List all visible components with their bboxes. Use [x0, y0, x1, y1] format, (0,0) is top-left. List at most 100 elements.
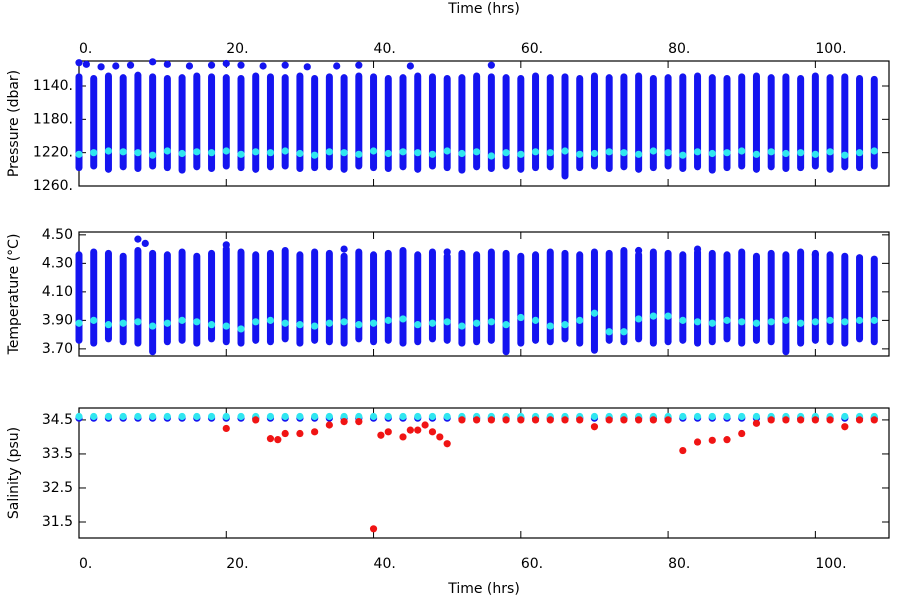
data-point [90, 316, 98, 324]
data-point [296, 149, 304, 158]
data-point [355, 418, 363, 426]
data-point [502, 416, 510, 424]
data-point [855, 316, 864, 324]
data-point [163, 147, 171, 155]
data-point [576, 150, 584, 158]
data-point [576, 416, 584, 424]
data-point [664, 416, 672, 424]
data-point [414, 321, 422, 329]
data-point [163, 60, 171, 68]
data-point [406, 62, 414, 70]
data-point [281, 429, 289, 438]
data-point [414, 426, 422, 434]
data-point [797, 319, 805, 327]
data-point [649, 416, 657, 424]
x-tick-label: 20. [226, 556, 248, 572]
data-point [531, 148, 540, 156]
data-point [870, 147, 878, 155]
data-point [222, 424, 230, 433]
data-point [590, 309, 599, 317]
data-point [149, 58, 157, 66]
data-point [163, 319, 171, 327]
data-point [134, 235, 142, 243]
y-tick-label: 3.70 [42, 341, 73, 357]
data-point [443, 248, 451, 256]
data-point [649, 312, 657, 320]
data-point [134, 149, 142, 157]
data-point [119, 148, 127, 156]
data-point [126, 61, 135, 69]
data-point [311, 428, 319, 436]
y-axis-label: Temperature (°C) [6, 234, 22, 356]
data-point [399, 433, 407, 441]
data-point [75, 319, 83, 327]
data-point [738, 412, 746, 421]
data-point [517, 416, 525, 424]
data-point [119, 319, 127, 327]
data-point [811, 150, 819, 158]
data-point [487, 152, 495, 160]
data-point [149, 322, 157, 330]
data-point [605, 328, 613, 336]
data-point [870, 316, 878, 324]
data-point [222, 241, 230, 249]
x-tick-label: 100. [815, 41, 846, 57]
data-point [90, 149, 98, 157]
x-tick-label: 20. [226, 41, 248, 57]
y-tick-label: 1220. [33, 145, 73, 161]
data-point [281, 147, 289, 155]
data-point [767, 148, 775, 156]
data-point [237, 325, 245, 333]
data-point [222, 147, 230, 155]
data-point [355, 321, 363, 329]
data-point [487, 61, 495, 69]
data-point [237, 61, 245, 69]
data-point [679, 446, 687, 455]
plot-frame [78, 407, 890, 539]
x-tick-label: 60. [521, 556, 543, 572]
data-point [384, 428, 392, 436]
data-point [193, 318, 201, 326]
data-point [75, 150, 83, 158]
data-point [134, 412, 142, 421]
data-point [134, 318, 142, 326]
data-point [752, 412, 761, 421]
data-point [355, 61, 363, 69]
data-point [782, 316, 790, 324]
data-point [207, 149, 216, 157]
data-point [399, 315, 407, 323]
data-point [207, 61, 216, 69]
data-point [826, 416, 834, 424]
data-point [340, 412, 348, 421]
data-point [723, 316, 731, 324]
data-point [207, 412, 216, 421]
data-point [473, 148, 481, 156]
data-point [222, 59, 230, 68]
data-point [723, 436, 731, 444]
data-point [443, 147, 451, 155]
data-point [811, 318, 819, 326]
data-point [841, 318, 849, 326]
data-point [546, 416, 554, 424]
plot-frame [78, 60, 890, 187]
data-point [605, 416, 613, 424]
data-point [502, 149, 510, 157]
data-point [369, 525, 378, 533]
y-tick-label: 4.50 [42, 227, 73, 243]
data-point [664, 312, 672, 320]
data-point [421, 421, 429, 429]
x-tick-label: 60. [521, 41, 543, 57]
data-point [237, 150, 245, 158]
data-point [303, 63, 311, 71]
data-point [384, 316, 392, 324]
data-point [340, 318, 348, 326]
data-point [384, 412, 392, 421]
data-point [517, 313, 525, 322]
x-axis-label: Time (hrs) [447, 581, 520, 597]
data-point [428, 428, 437, 436]
data-point [605, 148, 613, 156]
data-point [797, 149, 805, 157]
data-point [708, 412, 716, 421]
data-point [414, 412, 422, 421]
